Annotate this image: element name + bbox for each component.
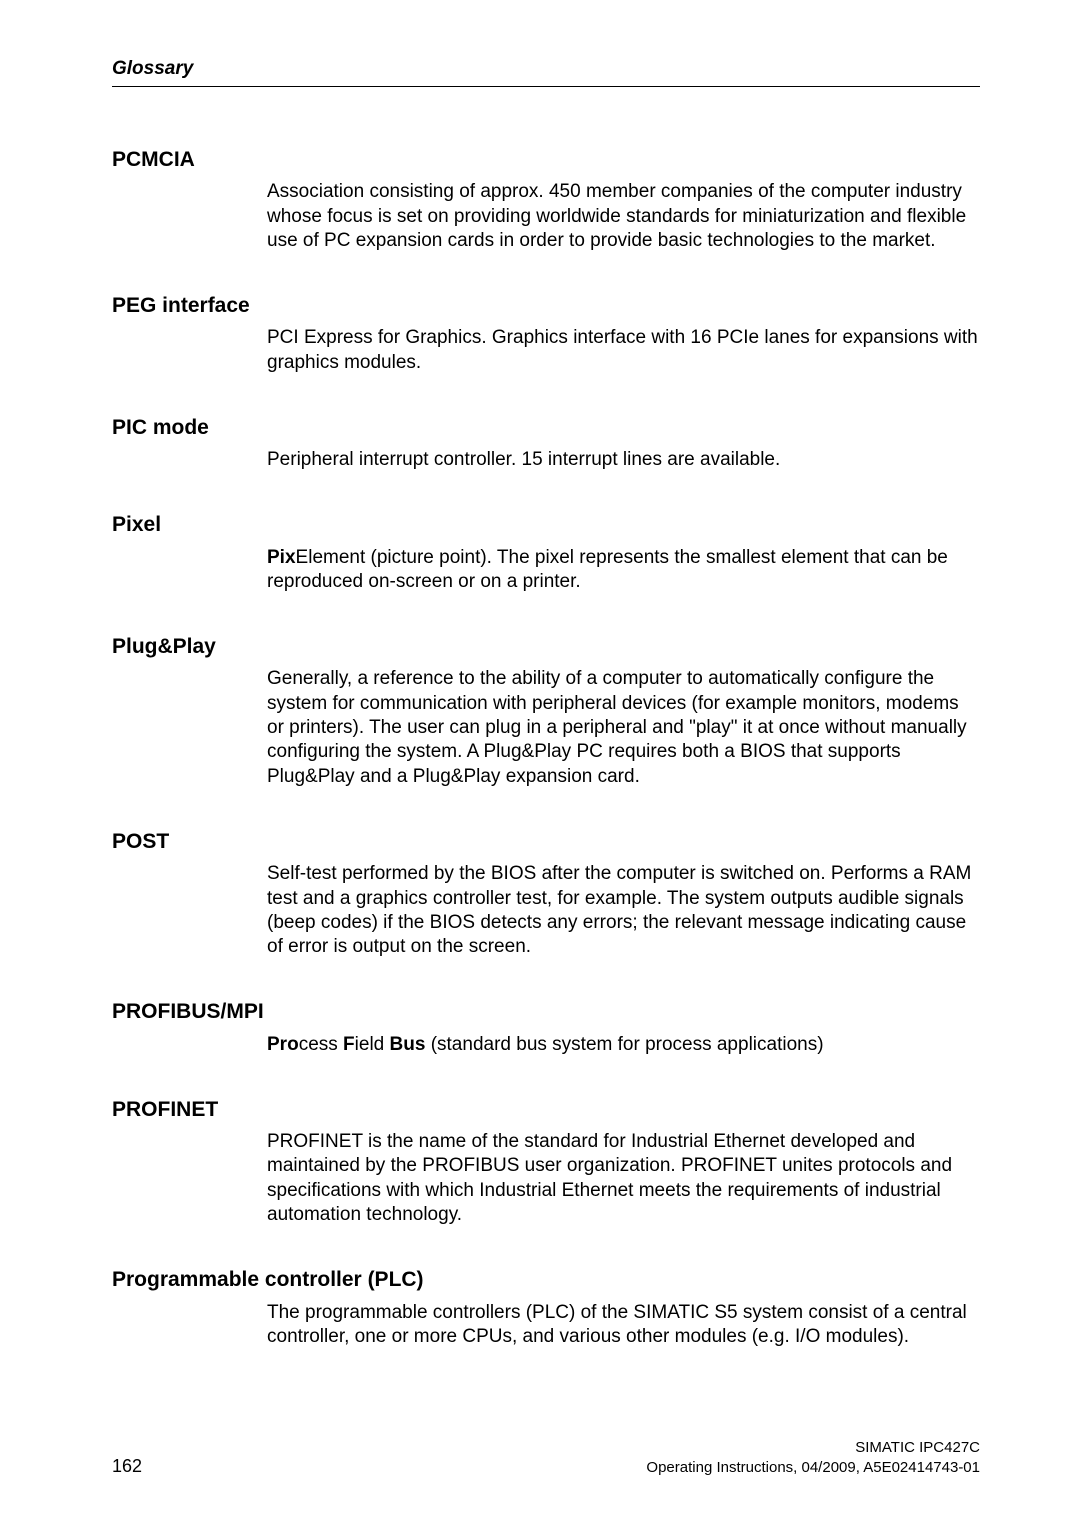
definition-text: El: [296, 547, 313, 568]
glossary-definition: Association consisting of approx. 450 me…: [267, 180, 980, 253]
glossary-term: PEG interface: [112, 293, 980, 318]
glossary-definition: Generally, a reference to the ability of…: [267, 667, 980, 789]
running-head: Glossary: [112, 58, 980, 86]
glossary-definition: Self-test performed by the BIOS after th…: [267, 862, 980, 959]
definition-text: ield: [355, 1034, 390, 1055]
glossary-term: Pixel: [112, 512, 980, 537]
definition-text: Pix: [267, 547, 296, 568]
header-rule: [112, 86, 980, 87]
glossary-definition: Process Field Bus (standard bus system f…: [267, 1033, 980, 1057]
glossary-term: PIC mode: [112, 415, 980, 440]
definition-text: cess: [299, 1034, 343, 1055]
glossary-term: PROFIBUS/MPI: [112, 999, 980, 1024]
glossary-term: POST: [112, 829, 980, 854]
glossary-definition: PROFINET is the name of the standard for…: [267, 1130, 980, 1227]
glossary-definition: Peripheral interrupt controller. 15 inte…: [267, 448, 980, 472]
glossary-term: PROFINET: [112, 1097, 980, 1122]
footer-doc-line: Operating Instructions, 04/2009, A5E0241…: [646, 1458, 980, 1478]
glossary-term: Programmable controller (PLC): [112, 1267, 980, 1292]
glossary-definition: PixElement (picture point). The pixel re…: [267, 546, 980, 595]
footer-product-line: SIMATIC IPC427C: [646, 1438, 980, 1458]
definition-text: ement (picture point). The pixel represe…: [267, 547, 948, 592]
definition-text: (standard bus system for process applica…: [425, 1034, 823, 1055]
definition-text: Pro: [267, 1034, 299, 1055]
glossary-definition: PCI Express for Graphics. Graphics inter…: [267, 326, 980, 375]
glossary-term: PCMCIA: [112, 147, 980, 172]
definition-text: F: [343, 1034, 355, 1055]
glossary-definition: The programmable controllers (PLC) of th…: [267, 1301, 980, 1350]
glossary-term: Plug&Play: [112, 634, 980, 659]
definition-text: Bus: [390, 1034, 426, 1055]
page-number: 162: [112, 1456, 142, 1477]
